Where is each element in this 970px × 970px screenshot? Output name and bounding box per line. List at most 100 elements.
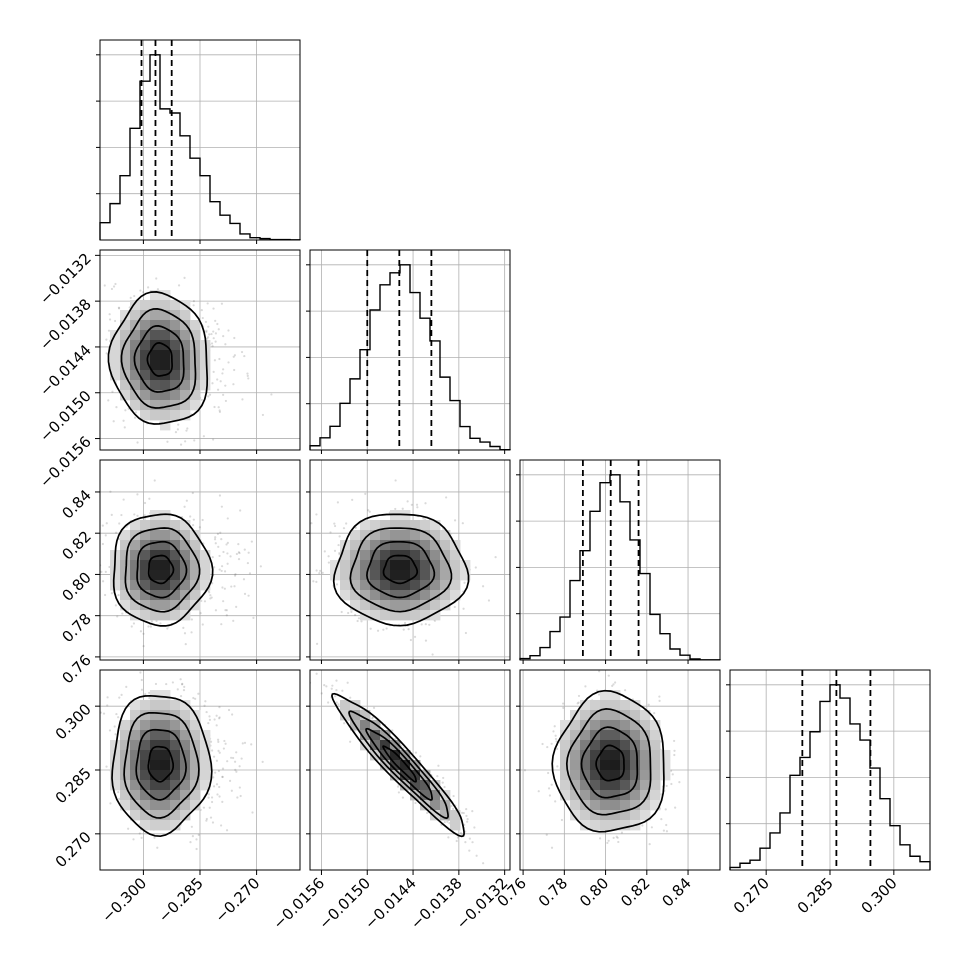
scatter-point bbox=[207, 722, 210, 725]
scatter-point bbox=[165, 682, 168, 686]
density-cell bbox=[180, 390, 191, 401]
density-cell bbox=[370, 530, 381, 541]
scatter-point bbox=[665, 784, 668, 788]
y-tick-label: 0.82 bbox=[58, 527, 94, 563]
scatter-point bbox=[660, 817, 663, 821]
density-cell bbox=[400, 570, 411, 581]
scatter-point bbox=[453, 519, 457, 522]
scatter-point bbox=[139, 289, 142, 292]
density-cell bbox=[130, 590, 141, 601]
scatter-point bbox=[204, 320, 208, 323]
scatter-point bbox=[315, 513, 318, 516]
scatter-point bbox=[443, 660, 445, 662]
scatter-point bbox=[230, 789, 233, 792]
scatter-point bbox=[207, 796, 210, 799]
scatter-point bbox=[150, 620, 153, 623]
density-cell bbox=[160, 550, 171, 561]
scatter-point bbox=[523, 769, 527, 772]
scatter-point bbox=[221, 586, 224, 589]
density-cell bbox=[350, 540, 361, 551]
density-cell bbox=[370, 570, 381, 581]
scatter-point bbox=[102, 712, 106, 715]
density-cell bbox=[170, 590, 181, 601]
scatter-point bbox=[350, 661, 352, 663]
density-cell bbox=[140, 590, 151, 601]
scatter-point bbox=[115, 406, 118, 409]
scatter-point bbox=[214, 609, 218, 612]
density-cell bbox=[180, 310, 191, 321]
density-cell bbox=[130, 790, 141, 801]
scatter-point bbox=[673, 749, 676, 752]
scatter-point bbox=[554, 734, 557, 737]
scatter-point bbox=[420, 623, 423, 626]
scatter-point bbox=[516, 532, 518, 534]
scatter-point bbox=[224, 343, 227, 346]
density-cell bbox=[630, 760, 641, 771]
scatter-point bbox=[220, 538, 223, 541]
density-cell bbox=[660, 760, 671, 771]
x-tick-label: 0.84 bbox=[659, 874, 695, 910]
density-cell bbox=[170, 740, 181, 751]
scatter-point bbox=[456, 836, 459, 839]
scatter-point bbox=[193, 439, 196, 442]
density-cell bbox=[170, 760, 181, 771]
density-cell bbox=[420, 520, 431, 531]
scatter-point bbox=[356, 619, 359, 623]
density-cell bbox=[150, 780, 161, 791]
density-cell bbox=[160, 520, 171, 531]
density-cell bbox=[170, 380, 181, 391]
density-cell bbox=[130, 780, 141, 791]
density-cell bbox=[110, 340, 121, 351]
density-cell bbox=[180, 810, 191, 821]
density-cell bbox=[400, 590, 411, 601]
scatter-point bbox=[247, 594, 250, 597]
density-cell bbox=[380, 600, 391, 611]
density-cell bbox=[660, 770, 671, 781]
scatter-point bbox=[487, 599, 491, 602]
scatter-point bbox=[218, 357, 221, 361]
density-cell bbox=[590, 790, 601, 801]
scatter-point bbox=[327, 561, 330, 564]
scatter-point bbox=[459, 831, 462, 835]
density-cell bbox=[610, 740, 621, 751]
scatter-point bbox=[409, 638, 412, 642]
scatter-point bbox=[233, 585, 236, 588]
scatter-point bbox=[118, 522, 121, 525]
scatter-point bbox=[248, 572, 252, 575]
contour-level-2 bbox=[348, 710, 449, 820]
density-cell bbox=[170, 320, 181, 331]
scatter-point bbox=[321, 571, 324, 574]
density-cell bbox=[620, 800, 631, 811]
scatter-point bbox=[107, 329, 111, 332]
y-tick-label: 0.76 bbox=[58, 651, 94, 687]
density-cell bbox=[160, 740, 171, 751]
density-cell bbox=[410, 610, 421, 621]
scatter-point bbox=[183, 276, 186, 279]
density-cell bbox=[120, 540, 131, 551]
scatter-point bbox=[419, 755, 422, 758]
density-cell bbox=[600, 740, 611, 751]
density-cell bbox=[190, 340, 201, 351]
density-cell bbox=[130, 400, 141, 411]
density-cell bbox=[170, 370, 181, 381]
density-cell bbox=[610, 790, 621, 801]
scatter-point bbox=[226, 541, 229, 545]
density-cell bbox=[420, 610, 431, 621]
scatter-point bbox=[155, 277, 158, 280]
scatter-point bbox=[166, 440, 169, 443]
density-cell bbox=[170, 520, 181, 531]
density-cell bbox=[180, 790, 191, 801]
density-cell bbox=[600, 700, 611, 711]
scatter-point bbox=[214, 332, 217, 335]
density-cell bbox=[620, 790, 631, 801]
density-cell bbox=[630, 720, 641, 731]
density-cell bbox=[190, 770, 201, 781]
density-cell bbox=[390, 580, 401, 591]
scatter-point bbox=[218, 409, 221, 412]
density-cell bbox=[580, 760, 591, 771]
scatter-point bbox=[350, 610, 353, 613]
scatter-point bbox=[541, 742, 544, 746]
scatter-point bbox=[220, 302, 224, 305]
scatter-point bbox=[234, 768, 237, 771]
scatter-point bbox=[402, 746, 405, 749]
